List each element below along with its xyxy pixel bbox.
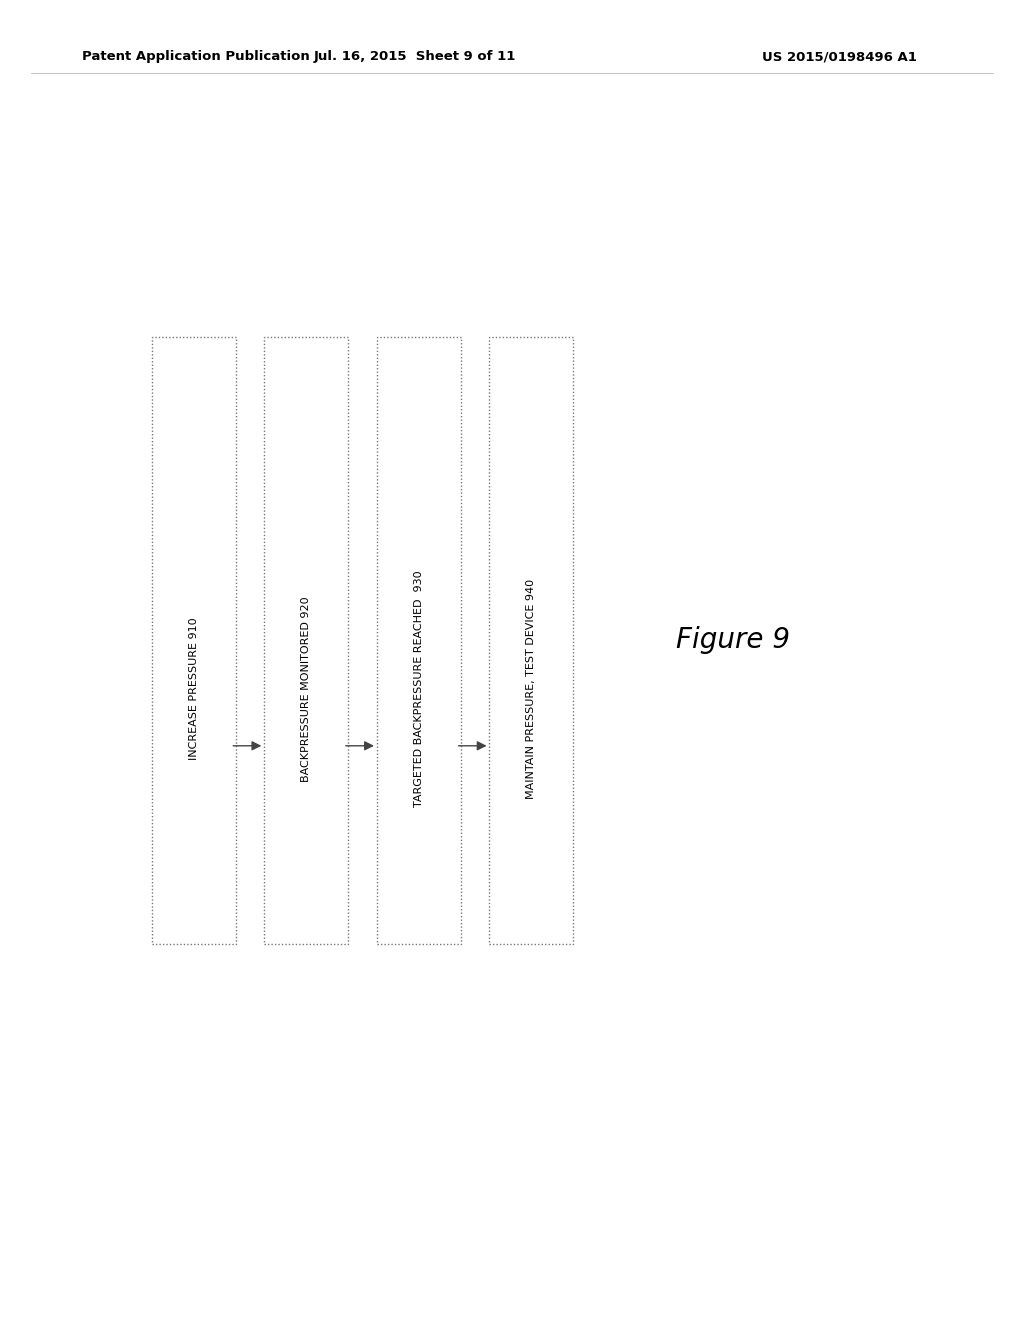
Text: MAINTAIN PRESSURE, TEST DEVICE 940: MAINTAIN PRESSURE, TEST DEVICE 940 — [526, 578, 537, 799]
Text: TARGETED BACKPRESSURE REACHED  930: TARGETED BACKPRESSURE REACHED 930 — [414, 570, 424, 807]
Bar — [377, 337, 461, 944]
Text: Figure 9: Figure 9 — [676, 626, 790, 655]
Text: US 2015/0198496 A1: US 2015/0198496 A1 — [762, 50, 918, 63]
Text: Jul. 16, 2015  Sheet 9 of 11: Jul. 16, 2015 Sheet 9 of 11 — [313, 50, 516, 63]
Text: Patent Application Publication: Patent Application Publication — [82, 50, 309, 63]
Bar — [152, 337, 236, 944]
Text: INCREASE PRESSURE 910: INCREASE PRESSURE 910 — [188, 618, 199, 760]
Bar — [264, 337, 348, 944]
Text: BACKPRESSURE MONITORED 920: BACKPRESSURE MONITORED 920 — [301, 595, 311, 781]
Bar — [489, 337, 573, 944]
